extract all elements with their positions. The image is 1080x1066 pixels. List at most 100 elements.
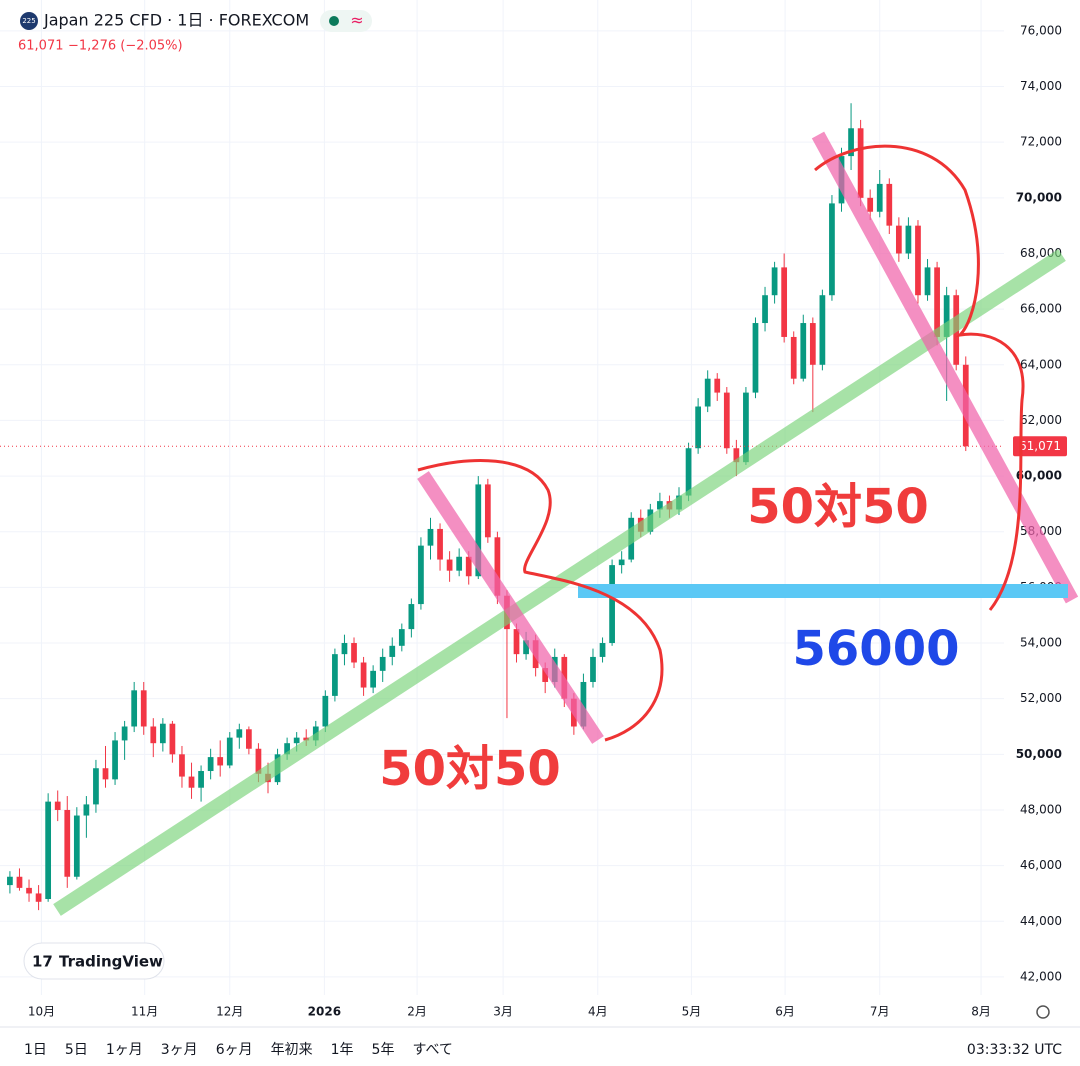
y-tick-label: 66,000 — [1020, 302, 1062, 316]
candle-body — [895, 225, 902, 254]
y-tick-label: 62,000 — [1020, 413, 1062, 427]
candle-body — [437, 528, 443, 560]
candle-body — [418, 545, 424, 605]
trend-line — [417, 471, 604, 744]
y-tick-label: 74,000 — [1020, 79, 1062, 93]
candle-body — [771, 267, 778, 296]
candle-body — [73, 815, 80, 877]
range-button[interactable]: 1日 — [24, 1042, 47, 1058]
last-price-label: 61,071 — [1019, 439, 1061, 453]
candle-body — [83, 804, 90, 816]
candle-body — [743, 392, 749, 463]
y-tick-label: 44,000 — [1020, 914, 1062, 928]
level-band — [578, 584, 1068, 598]
candle-body — [876, 183, 883, 212]
candle-body — [179, 754, 185, 777]
candle-body — [590, 656, 596, 682]
range-button[interactable]: 5日 — [65, 1042, 88, 1058]
candle-body — [255, 748, 262, 774]
scribble — [814, 144, 1025, 611]
candle-body — [102, 768, 109, 780]
range-button[interactable]: 5年 — [372, 1042, 395, 1058]
candle-body — [819, 295, 826, 365]
candle-body — [332, 654, 338, 696]
symbol-title[interactable]: Japan 225 CFD · 1日 · FOREXCOM — [43, 11, 309, 30]
candle-body — [599, 643, 606, 657]
candle-body — [513, 629, 520, 655]
candle-body — [456, 556, 463, 571]
candle-body — [714, 378, 721, 393]
candle-body — [867, 197, 874, 212]
candle-body — [169, 723, 176, 755]
candle-body — [475, 484, 482, 577]
range-button[interactable]: すべて — [412, 1042, 452, 1058]
candle-body — [924, 267, 931, 296]
candle-body — [341, 643, 348, 655]
candle-body — [523, 640, 529, 655]
candle-body — [226, 737, 233, 766]
candle-body — [609, 565, 615, 644]
candle-body — [484, 484, 491, 538]
x-tick-label: 2月 — [407, 1005, 427, 1019]
candle-body — [915, 225, 921, 296]
candle-body — [809, 323, 816, 365]
candle-body — [322, 695, 329, 727]
candle-body — [398, 629, 405, 646]
candle-body — [790, 336, 797, 379]
delay-icon: ≈ — [350, 11, 363, 30]
candle-body — [64, 809, 71, 877]
candle-body — [188, 776, 195, 788]
candle-body — [465, 556, 472, 577]
candle-body — [829, 203, 835, 296]
candle-body — [723, 392, 730, 449]
candle-body — [303, 737, 310, 741]
logo-badge[interactable] — [23, 942, 165, 980]
range-button[interactable]: 3ヶ月 — [161, 1042, 198, 1058]
candle-body — [704, 378, 711, 407]
range-button[interactable]: 年初来 — [271, 1041, 313, 1058]
x-tick-label: 3月 — [493, 1005, 513, 1019]
x-tick-label: 7月 — [870, 1005, 890, 1019]
candle-body — [93, 768, 99, 805]
range-button[interactable]: 1年 — [331, 1042, 354, 1058]
candle-body — [800, 323, 807, 379]
settings-icon[interactable] — [1036, 1005, 1050, 1019]
candle-body — [54, 801, 61, 810]
candle-body — [494, 537, 501, 596]
y-tick-label: 42,000 — [1020, 969, 1062, 983]
candle-body — [905, 225, 912, 254]
range-button[interactable]: 6ヶ月 — [216, 1042, 253, 1058]
x-tick-label: 6月 — [775, 1005, 795, 1019]
candle-body — [542, 668, 549, 682]
range-button[interactable]: 1ヶ月 — [106, 1042, 143, 1058]
y-tick-label: 72,000 — [1020, 135, 1062, 149]
candle-body — [427, 528, 434, 546]
last-price-tag — [1013, 436, 1067, 457]
status-pill — [320, 10, 372, 32]
candle-body — [207, 757, 214, 772]
y-tick-label: 54,000 — [1020, 636, 1062, 650]
candle-body — [781, 267, 788, 337]
candle-body — [360, 662, 367, 688]
candle-body — [35, 893, 42, 902]
x-tick-label: 10月 — [28, 1005, 55, 1019]
candle-body — [236, 729, 243, 738]
annotation: 50対50 — [747, 479, 929, 535]
symbol-icon-text: 225 — [22, 17, 35, 25]
y-tick-label: 46,000 — [1020, 858, 1062, 872]
x-tick-label: 11月 — [131, 1005, 158, 1019]
y-tick-label: 70,000 — [1016, 190, 1062, 204]
candle-body — [293, 737, 300, 744]
annotation: 56000 — [793, 621, 960, 677]
candle-body — [351, 643, 357, 663]
candle-body — [657, 501, 663, 510]
scribble — [417, 458, 664, 742]
clock: 03:33:32 UTC — [967, 1042, 1062, 1058]
candle-body — [762, 295, 768, 324]
candle-body — [246, 729, 252, 749]
candle-body — [446, 559, 453, 571]
candle-body — [7, 876, 13, 886]
candle-body — [733, 448, 740, 463]
candle-body — [695, 406, 701, 449]
